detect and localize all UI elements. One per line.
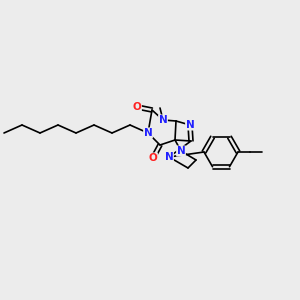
- Text: N: N: [159, 115, 167, 125]
- Text: O: O: [148, 153, 158, 163]
- Text: O: O: [133, 102, 141, 112]
- Text: N: N: [177, 146, 185, 156]
- Text: N: N: [165, 152, 173, 162]
- Text: N: N: [144, 128, 152, 138]
- Text: N: N: [186, 120, 194, 130]
